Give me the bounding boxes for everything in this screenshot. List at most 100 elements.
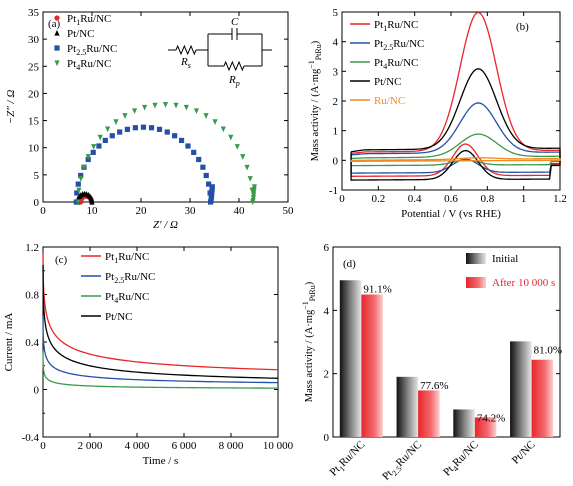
plot-frame <box>42 11 289 203</box>
y-axis-tick-label: 2 <box>324 369 330 381</box>
data-point <box>228 134 234 141</box>
legend-label-rest: Ru/NC <box>387 19 418 31</box>
y-axis-tick-label: 30 <box>28 34 40 46</box>
x-axis-tick-label: 0.6 <box>444 193 458 205</box>
data-point <box>122 113 128 119</box>
data-point <box>109 133 115 139</box>
legend-label-main: Pt <box>67 58 76 70</box>
data-point <box>251 186 257 193</box>
data-point <box>76 187 82 194</box>
legend-label: Initial <box>492 253 518 265</box>
category-sub: 4 <box>451 464 460 473</box>
legend-label-rest: Ru/NC <box>118 251 149 263</box>
legend-label-sub: 4 <box>114 296 118 305</box>
plot-frame <box>332 246 561 438</box>
data-point <box>75 199 81 206</box>
x-axis-tick-label: 0 <box>40 440 46 452</box>
y-axis-tick-label: 4 <box>333 37 339 49</box>
category-rest: Ru/NC <box>450 439 481 470</box>
cv-curve <box>350 68 561 181</box>
legend-label-rest: Ru/NC <box>86 43 117 55</box>
data-point <box>162 101 169 108</box>
panel-d: 0 2 4 6 Mass activity / (A·mg−1PtRu) (d) 91.1%… <box>301 242 562 483</box>
bar <box>510 341 532 437</box>
y-axis-title-main: Mass activity / (A·mg <box>310 68 321 161</box>
data-point <box>152 102 158 109</box>
bar <box>361 294 383 437</box>
data-point <box>208 195 214 201</box>
data-point <box>90 149 96 155</box>
x-axis-tick-label: 50 <box>283 205 295 217</box>
legend-label-main: Pt <box>105 271 114 283</box>
legend-label: Pt1Ru/NC <box>67 13 111 27</box>
category-label: Pt/NC <box>510 439 538 467</box>
legend-label-main: Pt/NC <box>374 76 402 88</box>
x-axis-tick-label: 2 000 <box>78 440 103 452</box>
data-point <box>203 172 209 179</box>
data-point <box>203 113 209 119</box>
data-point <box>113 119 119 125</box>
rp-sub: p <box>235 79 240 88</box>
data-point <box>131 108 138 115</box>
y-axis-tick-label: 5 <box>34 170 40 182</box>
category-label: Pt4Ru/NC <box>441 439 482 480</box>
plot-frame <box>42 246 279 438</box>
data-point <box>81 164 87 171</box>
data-point <box>220 126 226 133</box>
legend-label-main: Pt <box>374 19 383 31</box>
data-point <box>251 192 257 199</box>
legend-label: Pt2.5Ru/NC <box>105 271 155 285</box>
y-axis-tick-label: 0.4 <box>25 337 39 349</box>
data-point <box>244 164 250 171</box>
retention-label: 77.6% <box>420 380 448 392</box>
data-point <box>172 133 178 139</box>
legend-label-rest: Ru/NC <box>118 291 149 303</box>
data-point <box>191 149 197 155</box>
x-axis-tick-label: 0 <box>339 193 345 205</box>
y-axis-tick-label: 35 <box>28 7 40 19</box>
data-point <box>73 199 79 205</box>
data-point <box>251 189 257 196</box>
legend-label-sub: 2.5 <box>383 43 393 52</box>
x-axis-tick-label: 0.4 <box>408 193 422 205</box>
resistor-rs-label: Rs <box>180 56 191 70</box>
retention-label: 91.1% <box>363 283 391 295</box>
x-axis-tick-label: 6 000 <box>172 440 197 452</box>
legend-label-sub: 1 <box>76 18 80 27</box>
data-point <box>89 198 95 205</box>
data-point <box>240 154 246 160</box>
y-axis-tick-label: 0.8 <box>25 290 39 302</box>
legend-marker <box>54 45 60 51</box>
cv-curve <box>350 157 561 163</box>
data-point <box>250 195 257 201</box>
data-point <box>132 125 138 131</box>
data-point <box>91 144 97 150</box>
data-point <box>185 143 191 149</box>
data-point <box>173 102 179 109</box>
data-point <box>78 172 84 179</box>
x-axis-title: Time / s <box>143 455 179 467</box>
legend-label-main: Pt <box>105 291 114 303</box>
data-point <box>102 137 108 144</box>
legend-label: Ru/NC <box>374 95 405 107</box>
x-axis-tick-label: 0.2 <box>371 193 385 205</box>
legend-marker <box>54 15 60 21</box>
bar <box>396 376 419 437</box>
resistor-rp <box>223 60 245 72</box>
legend-label-rest: Ru/NC <box>80 13 111 25</box>
data-point <box>208 192 215 198</box>
category-main: Pt/NC <box>510 439 538 467</box>
legend-label-main: Pt <box>67 43 76 55</box>
data-point <box>193 108 200 115</box>
legend-label-sub: 1 <box>383 24 387 33</box>
legend-swatch <box>466 253 486 264</box>
current-curve <box>42 252 279 371</box>
retention-label: 74.2% <box>477 412 505 424</box>
y-axis-tick-label: 4 <box>324 305 330 317</box>
y-axis-tick-label: 0 <box>34 197 40 209</box>
legend-label: Pt4Ru/NC <box>374 57 418 71</box>
x-axis-tick-label: 30 <box>185 205 197 217</box>
